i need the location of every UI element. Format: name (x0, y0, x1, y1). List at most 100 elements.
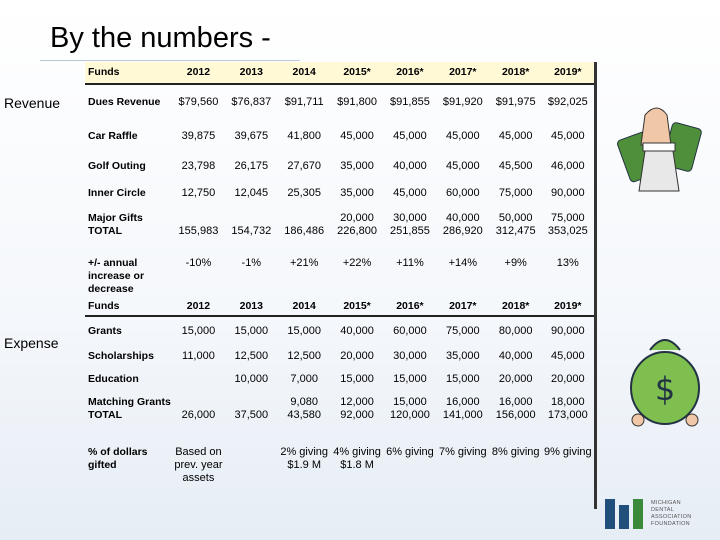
cell: 40,000 (393, 160, 427, 172)
cell-line: 173,000 (547, 409, 588, 421)
logo-text: DENTAL (651, 507, 675, 513)
cell: 27,670 (287, 160, 322, 172)
table-row: Scholarships 11,000 12,500 12,500 20,000 30,0… (85, 345, 595, 368)
cell: 45,500 (498, 160, 533, 172)
cell: 50,000 312,475 (489, 207, 542, 252)
header-cell: 2018* (489, 297, 543, 317)
row-label: +/- annual increase or decrease (88, 257, 145, 295)
cell-line: 186,486 (284, 225, 325, 237)
cell-line: 30,000 (393, 212, 427, 224)
cell: 7,000 (290, 373, 318, 385)
cell: 9,080 43,580 (278, 391, 331, 441)
header-row: Funds 2012 2013 2014 2015* 2016* 2017* 2018* 201… (85, 62, 595, 85)
cell: 26,175 (234, 160, 269, 172)
header-cell: 2015* (330, 62, 384, 85)
cell: $91,711 (284, 96, 324, 108)
cell-line: 154,732 (231, 225, 272, 237)
cell: 60,000 (393, 324, 427, 337)
cell: $91,920 (442, 96, 483, 108)
cell: 45,000 (550, 130, 585, 142)
cell: +11% (396, 257, 424, 269)
cell: 26,000 (172, 391, 225, 441)
cell: 75,000 353,025 (542, 207, 595, 252)
cell: 45,000 (550, 350, 585, 362)
cell: 15,000 (340, 373, 374, 385)
cell: 20,000 (498, 373, 533, 385)
cell: 12,750 (181, 187, 216, 199)
header-cell: 2013 (224, 62, 278, 85)
cell-line: 120,000 (390, 409, 430, 421)
table-row: Dues Revenue $79,560 $76,837 $91,711 $91,800… (85, 84, 595, 120)
cell: +9% (504, 257, 527, 269)
cell: 12,500 (287, 350, 322, 362)
cell: 46,000 (550, 160, 585, 172)
cell: 90,000 (550, 187, 585, 199)
cell: 39,875 (181, 130, 216, 142)
header-cell: 2012 (172, 62, 225, 85)
svg-text:$: $ (655, 370, 675, 408)
cell: 45,000 (393, 187, 427, 199)
cell: 75,000 (445, 324, 480, 337)
cell: 25,305 (287, 187, 322, 199)
cell: 15,000 (234, 324, 269, 337)
table-row: Golf Outing 23,798 26,175 27,670 35,000 40,00… (85, 153, 595, 180)
cell: 8% giving (491, 446, 540, 458)
cell: 40,000 (340, 324, 374, 337)
section-label: Expense (4, 335, 59, 351)
cell-line: 12,000 (340, 396, 374, 408)
cell: 30,000 251,855 (384, 207, 437, 252)
cell-line: 141,000 (442, 409, 483, 421)
cell: $92,025 (547, 96, 588, 108)
cell-line: 251,855 (390, 225, 430, 237)
header-cell: 2016* (383, 297, 437, 317)
cell: 4% giving $1.8 M (333, 446, 381, 471)
cell: 154,732 (225, 207, 278, 252)
cell-line: 16,000 (498, 396, 533, 408)
row-label: Grants (88, 324, 122, 337)
cell: 12,500 (234, 350, 269, 362)
table-row: +/- annual increase or decrease -10% -1% +2… (85, 252, 595, 298)
cell: 45,000 (340, 130, 374, 142)
cell: 35,000 (445, 350, 480, 362)
cell: 15,000 (445, 373, 480, 385)
cell: 16,000 141,000 (436, 391, 489, 441)
row-label: Golf Outing (88, 160, 146, 172)
cell: $91,855 (390, 96, 430, 108)
cell: 13% (556, 257, 579, 269)
header-cell: 2013 (224, 297, 278, 317)
cell-line: 18,000 (550, 396, 585, 408)
cell: 15,000 (181, 324, 216, 337)
table-row: Education 10,000 7,000 15,000 15,000 15,000 20… (85, 368, 595, 391)
money-bag-clipart: $ (630, 339, 700, 427)
cell-line: 226,800 (337, 225, 377, 237)
header-cell: Funds (85, 297, 172, 317)
row-label: Education (88, 373, 139, 385)
cell: 35,000 (340, 160, 374, 172)
table-row: Car Raffle 39,875 39,675 41,800 45,000 45,000… (85, 120, 595, 153)
table-row: Major Gifts TOTAL 155,983 154,732 186,48… (85, 207, 595, 252)
cell: 37,500 (225, 391, 278, 441)
row-label: Car Raffle (88, 130, 138, 142)
cell: 10,000 (234, 373, 269, 385)
cell-line: 156,000 (495, 409, 536, 421)
cell-line: 75,000 (550, 212, 585, 224)
logo-text: FOUNDATION (651, 521, 690, 527)
cell: 15,000 120,000 (384, 391, 437, 441)
header-cell: 2019* (542, 62, 595, 85)
cell-line (226, 212, 277, 225)
cell-line: 43,580 (287, 409, 322, 421)
money-hands-clipart (617, 107, 702, 192)
cell: $76,837 (231, 96, 272, 108)
cell: 45,000 (393, 130, 427, 142)
expense-table: Funds 2012 2013 2014 2015* 2016* 2017* 2018* 201… (85, 297, 597, 509)
header-cell: 2012 (172, 297, 225, 317)
cell: -1% (241, 257, 262, 269)
cell: $91,800 (337, 96, 377, 108)
cell-line (279, 212, 330, 225)
cell: 15,000 (393, 373, 427, 385)
header-cell: 2019* (542, 297, 595, 317)
cell: $79,560 (178, 96, 219, 108)
cell: +22% (342, 257, 372, 269)
logo-mark (605, 499, 643, 529)
cell-line (173, 212, 224, 225)
